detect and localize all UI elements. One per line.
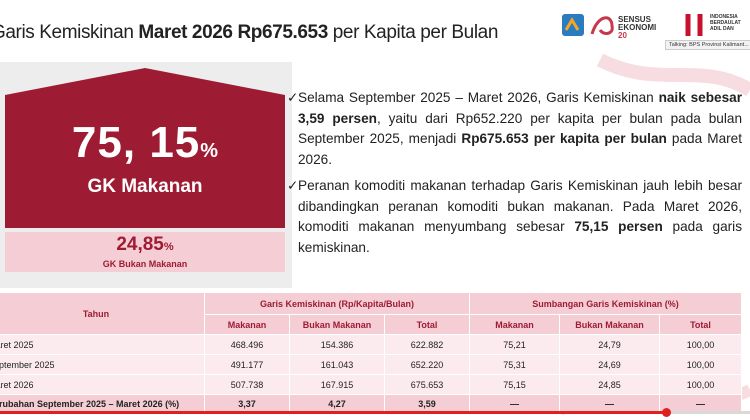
paragraph-segment: Selama September 2025 – Maret 2026, Gari… <box>298 90 659 105</box>
sub-header: Total <box>385 315 470 335</box>
main-label: GK Makanan <box>87 176 203 197</box>
paragraph: ✓ Selama September 2025 – Maret 2026, Gar… <box>287 88 743 170</box>
row-label: Maret 2026 <box>0 375 205 395</box>
secondary-unit: % <box>163 241 174 253</box>
secondary-box <box>5 232 285 272</box>
table-cell: 24,69 <box>560 355 660 375</box>
row-label: September 2025 <box>0 355 205 375</box>
sub-header: Total <box>660 315 742 335</box>
sub-header: Makanan <box>470 315 560 335</box>
table-cell: 507.738 <box>205 375 290 395</box>
sub-header: Bukan Makanan <box>560 315 660 335</box>
progress-fill <box>0 411 667 414</box>
paragraph: ✓ Peranan komoditi makanan terhadap Garis… <box>287 176 743 258</box>
tooltip: Talking: BPS Provinsi Kalimant... <box>665 40 750 50</box>
se-logo <box>590 16 614 35</box>
table-cell: 100,00 <box>660 335 742 355</box>
house-shape <box>5 68 285 228</box>
header-cell: Tahun <box>0 293 205 335</box>
table-cell: 154.386 <box>290 335 385 355</box>
logo-word: INDONESIA <box>710 14 738 20</box>
logo-word: BERDAULAT <box>710 20 741 26</box>
logo-word: EKONOMI <box>618 23 657 32</box>
paragraph-segment: , yaitu dari Rp652.220 per kapita per bu… <box>298 110 743 147</box>
title-segment: Maret 2026 Rp675.653 <box>138 22 328 43</box>
table-cell: 622.882 <box>385 335 470 355</box>
paragraph-segment: pada Maret 2026. <box>298 131 742 167</box>
logo-text: SENSUS EKONOMI 20 <box>618 16 656 40</box>
table-cell: 75,15 <box>470 375 560 395</box>
ribbon <box>596 53 750 97</box>
title: Garis Kemiskinan Maret 2026 Rp675.653 pe… <box>0 22 498 44</box>
table-cell: 100,00 <box>660 355 742 375</box>
table-cell: 167.915 <box>290 375 385 395</box>
paragraph-segment: 75,15 persen <box>574 219 663 234</box>
main-value: 75, 15 <box>71 118 201 167</box>
title-segment: per Kapita per Bulan <box>327 22 499 43</box>
table-cell: 100,00 <box>660 375 742 395</box>
bullet: ✓ <box>287 178 299 193</box>
table-cell: 24,85 <box>560 375 660 395</box>
secondary-label: GK Bukan Makanan <box>102 259 188 269</box>
group-header: Sumbangan Garis Kemiskinan (%) <box>470 293 742 315</box>
progress-handle[interactable] <box>662 408 671 417</box>
table-cell: 491.177 <box>205 355 290 375</box>
sub-header: Makanan <box>205 315 290 335</box>
secondary-stat: 24,85% <box>5 234 285 256</box>
main-unit: % <box>200 140 219 162</box>
title-segment: Garis Kemiskinan <box>0 22 139 43</box>
bullet: ✓ <box>287 90 299 105</box>
secondary-value: 24,85 <box>116 234 164 255</box>
table-cell: 75,31 <box>470 355 560 375</box>
table-cell: 652.220 <box>385 355 470 375</box>
row-label: Maret 2025 <box>0 335 205 355</box>
logo-word: SENSUS <box>618 15 651 24</box>
table-cell: 675.653 <box>385 375 470 395</box>
table-cell: 75,21 <box>470 335 560 355</box>
sub-header: Bukan Makanan <box>290 315 385 335</box>
bps-logo <box>562 14 584 36</box>
bps-logo-mark <box>564 17 580 31</box>
logo-word: ADIL DAN <box>710 26 734 32</box>
table: Tahun Garis Kemiskinan (Rp/Kapita/Bulan) S… <box>0 293 742 413</box>
table-cell: 161.043 <box>290 355 385 375</box>
table-cell: 24,79 <box>560 335 660 355</box>
logo-word: 20 <box>618 31 627 40</box>
logo-text: INDONESIA BERDAULAT ADIL DAN <box>710 14 741 32</box>
main-stat: 75, 15% <box>5 118 285 168</box>
paragraph-segment: pada garis kemiskinan. <box>298 219 743 255</box>
group-header: Garis Kemiskinan (Rp/Kapita/Bulan) <box>205 293 470 315</box>
ri-logo <box>685 14 703 36</box>
table-cell: 468.496 <box>205 335 290 355</box>
paragraph-segment: Peranan komoditi makanan terhadap Garis … <box>298 178 742 234</box>
paragraph-segment: Rp675.653 per kapita per bulan <box>461 131 667 146</box>
paragraph-segment: naik sebesar 3,59 persen <box>298 90 742 126</box>
